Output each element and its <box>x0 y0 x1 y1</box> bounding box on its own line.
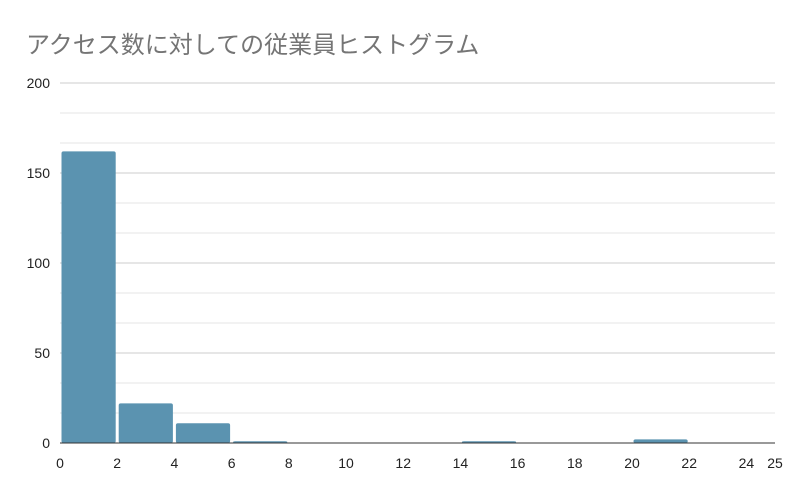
y-tick-labels: 0 50 100 150 200 <box>27 75 51 451</box>
x-tick-label: 18 <box>567 455 583 471</box>
x-tick-label: 25 <box>767 455 783 471</box>
y-tick-label: 100 <box>27 255 51 271</box>
x-tick-label: 16 <box>510 455 526 471</box>
x-tick-label: 6 <box>228 455 236 471</box>
x-tick-label: 12 <box>395 455 411 471</box>
bars <box>61 151 688 443</box>
y-tick-label: 0 <box>42 435 50 451</box>
y-tick-label: 150 <box>27 165 51 181</box>
x-tick-label: 24 <box>739 455 755 471</box>
x-tick-labels: 0 2 4 6 8 10 12 14 16 18 20 22 24 25 <box>56 455 783 471</box>
x-tick-label: 10 <box>338 455 354 471</box>
histogram-bar <box>61 151 116 443</box>
x-tick-label: 20 <box>624 455 640 471</box>
x-tick-label: 14 <box>453 455 469 471</box>
y-tick-label: 50 <box>34 345 50 361</box>
x-tick-label: 8 <box>285 455 293 471</box>
histogram-bar <box>175 423 231 443</box>
chart-title: アクセス数に対しての従業員ヒストグラム <box>26 31 480 59</box>
histogram-bar <box>633 439 688 443</box>
x-tick-label: 2 <box>113 455 121 471</box>
y-tick-label: 200 <box>27 75 51 91</box>
x-tick-label: 22 <box>681 455 697 471</box>
x-tick-label: 0 <box>56 455 64 471</box>
histogram-bar <box>118 403 173 443</box>
grid-lines <box>60 82 775 444</box>
x-tick-label: 4 <box>171 455 179 471</box>
